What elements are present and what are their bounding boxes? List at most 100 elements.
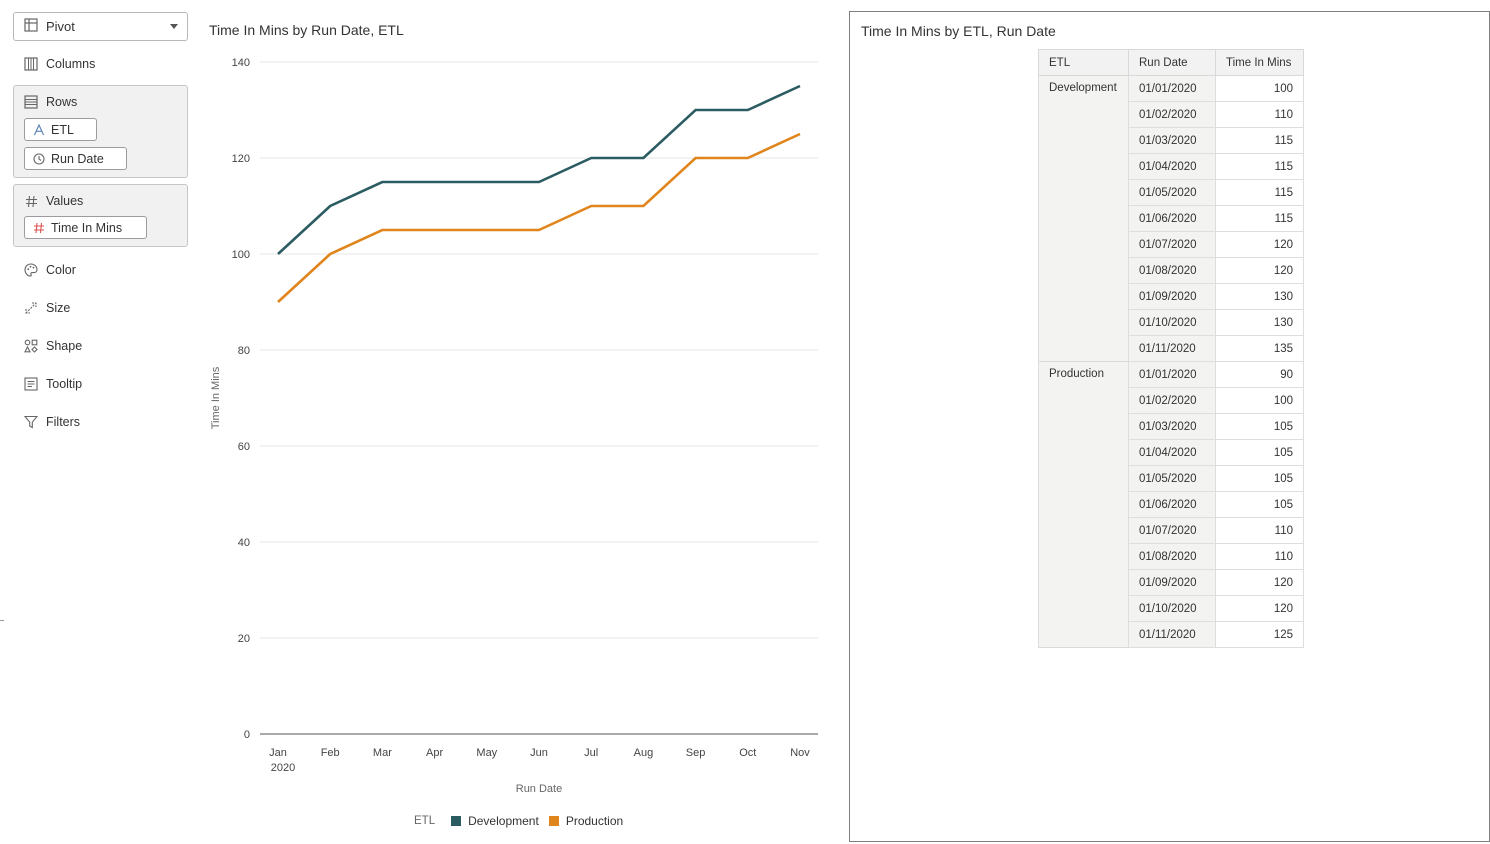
y-tick-label: 60 bbox=[238, 441, 250, 453]
header-etl[interactable]: ETL bbox=[1038, 49, 1129, 76]
data-point-production[interactable] bbox=[275, 299, 281, 305]
time-in-mins-cell[interactable]: 135 bbox=[1215, 335, 1304, 362]
run-date-cell[interactable]: 01/03/2020 bbox=[1128, 127, 1216, 154]
time-in-mins-cell[interactable]: 110 bbox=[1215, 517, 1304, 544]
time-in-mins-cell[interactable]: 110 bbox=[1215, 101, 1304, 128]
time-in-mins-cell[interactable]: 120 bbox=[1215, 231, 1304, 258]
time-in-mins-cell[interactable]: 130 bbox=[1215, 283, 1304, 310]
time-in-mins-cell[interactable]: 115 bbox=[1215, 127, 1304, 154]
header-time-in-mins[interactable]: Time In Mins bbox=[1215, 49, 1304, 76]
data-point-production[interactable] bbox=[745, 155, 751, 161]
line-chart[interactable]: 0 20 40 60 80 100 120 140 Jan Feb Mar Apr May Jun Jul… bbox=[196, 40, 836, 810]
rows-pill-run-date[interactable]: Run Date bbox=[24, 147, 127, 170]
data-point-development[interactable] bbox=[745, 107, 751, 113]
run-date-cell[interactable]: 01/07/2020 bbox=[1128, 231, 1216, 258]
time-in-mins-cell[interactable]: 120 bbox=[1215, 595, 1304, 622]
data-point-development[interactable] bbox=[797, 83, 803, 89]
rows-pill-etl[interactable]: ETL bbox=[24, 118, 97, 141]
table-row: 01/03/2020 115 bbox=[1039, 127, 1304, 154]
data-point-development[interactable] bbox=[484, 179, 490, 185]
data-point-production[interactable] bbox=[797, 131, 803, 137]
time-in-mins-cell[interactable]: 130 bbox=[1215, 309, 1304, 336]
data-point-production[interactable] bbox=[484, 227, 490, 233]
run-date-cell[interactable]: 01/02/2020 bbox=[1128, 101, 1216, 128]
data-point-production[interactable] bbox=[588, 203, 594, 209]
panel-edge-marker bbox=[0, 620, 4, 621]
run-date-cell[interactable]: 01/05/2020 bbox=[1128, 465, 1216, 492]
run-date-cell[interactable]: 01/04/2020 bbox=[1128, 439, 1216, 466]
time-in-mins-cell[interactable]: 120 bbox=[1215, 569, 1304, 596]
time-in-mins-cell[interactable]: 115 bbox=[1215, 153, 1304, 180]
header-run-date[interactable]: Run Date bbox=[1128, 49, 1216, 76]
run-date-cell[interactable]: 01/09/2020 bbox=[1128, 283, 1216, 310]
etl-cell[interactable]: Development bbox=[1038, 75, 1129, 362]
time-in-mins-cell[interactable]: 110 bbox=[1215, 543, 1304, 570]
data-point-production[interactable] bbox=[379, 227, 385, 233]
run-date-cell[interactable]: 01/06/2020 bbox=[1128, 205, 1216, 232]
etl-cell[interactable]: Production bbox=[1038, 361, 1129, 648]
y-tick-label: 80 bbox=[238, 345, 250, 357]
data-point-development[interactable] bbox=[588, 155, 594, 161]
run-date-cell[interactable]: 01/07/2020 bbox=[1128, 517, 1216, 544]
data-point-production[interactable] bbox=[432, 227, 438, 233]
run-date-cell[interactable]: 01/04/2020 bbox=[1128, 153, 1216, 180]
size-section[interactable]: Size bbox=[24, 298, 70, 318]
filters-label: Filters bbox=[46, 415, 81, 429]
table-title: Time In Mins by ETL, Run Date bbox=[861, 23, 1056, 39]
data-point-development[interactable] bbox=[275, 251, 281, 257]
data-point-development[interactable] bbox=[640, 155, 646, 161]
time-in-mins-cell[interactable]: 105 bbox=[1215, 439, 1304, 466]
run-date-cell[interactable]: 01/01/2020 bbox=[1128, 75, 1216, 102]
data-point-production[interactable] bbox=[536, 227, 542, 233]
data-point-production[interactable] bbox=[640, 203, 646, 209]
time-in-mins-cell[interactable]: 100 bbox=[1215, 387, 1304, 414]
time-in-mins-cell[interactable]: 115 bbox=[1215, 179, 1304, 206]
data-point-production[interactable] bbox=[327, 251, 333, 257]
legend-entry-development[interactable]: Development bbox=[451, 814, 539, 828]
viz-type-dropdown[interactable]: Pivot bbox=[13, 12, 188, 41]
time-in-mins-cell[interactable]: 90 bbox=[1215, 361, 1304, 388]
time-in-mins-cell[interactable]: 115 bbox=[1215, 205, 1304, 232]
table-row: 01/11/2020 125 bbox=[1039, 621, 1304, 648]
pivot-table-panel[interactable]: Time In Mins by ETL, Run Date ETL Run Da… bbox=[849, 11, 1490, 842]
time-in-mins-cell[interactable]: 100 bbox=[1215, 75, 1304, 102]
values-drop-target[interactable]: Values Time In Mins bbox=[13, 184, 188, 247]
filters-section[interactable]: Filters bbox=[24, 412, 80, 432]
run-date-cell[interactable]: 01/10/2020 bbox=[1128, 595, 1216, 622]
time-in-mins-cell[interactable]: 120 bbox=[1215, 257, 1304, 284]
data-point-development[interactable] bbox=[693, 107, 699, 113]
run-date-cell[interactable]: 01/05/2020 bbox=[1128, 179, 1216, 206]
rows-drop-target[interactable]: Rows ETL Run Date bbox=[13, 85, 188, 178]
data-point-development[interactable] bbox=[327, 203, 333, 209]
data-point-development[interactable] bbox=[379, 179, 385, 185]
columns-section[interactable]: Columns bbox=[24, 54, 95, 74]
run-date-cell[interactable]: 01/03/2020 bbox=[1128, 413, 1216, 440]
legend-title: ETL bbox=[414, 815, 436, 827]
legend-entry-production[interactable]: Production bbox=[548, 814, 623, 828]
run-date-cell[interactable]: 01/06/2020 bbox=[1128, 491, 1216, 518]
data-point-development[interactable] bbox=[536, 179, 542, 185]
chevron-down-icon[interactable] bbox=[170, 24, 178, 29]
time-in-mins-cell[interactable]: 105 bbox=[1215, 465, 1304, 492]
series-line-production[interactable] bbox=[277, 132, 801, 303]
run-date-cell[interactable]: 01/11/2020 bbox=[1128, 621, 1216, 648]
color-section[interactable]: Color bbox=[24, 260, 76, 280]
rows-label: Rows bbox=[46, 95, 78, 109]
shape-section[interactable]: Shape bbox=[24, 336, 82, 356]
run-date-cell[interactable]: 01/11/2020 bbox=[1128, 335, 1216, 362]
run-date-cell[interactable]: 01/09/2020 bbox=[1128, 569, 1216, 596]
run-date-cell[interactable]: 01/02/2020 bbox=[1128, 387, 1216, 414]
run-date-cell[interactable]: 01/08/2020 bbox=[1128, 257, 1216, 284]
tooltip-section[interactable]: Tooltip bbox=[24, 374, 82, 394]
time-in-mins-cell[interactable]: 105 bbox=[1215, 491, 1304, 518]
data-point-development[interactable] bbox=[432, 179, 438, 185]
series-line-development[interactable] bbox=[277, 84, 801, 255]
values-pill-time-in-mins[interactable]: Time In Mins bbox=[24, 216, 147, 239]
data-point-production[interactable] bbox=[693, 155, 699, 161]
time-in-mins-cell[interactable]: 105 bbox=[1215, 413, 1304, 440]
run-date-cell[interactable]: 01/01/2020 bbox=[1128, 361, 1216, 388]
run-date-cell[interactable]: 01/08/2020 bbox=[1128, 543, 1216, 570]
grammar-panel: Pivot Columns Rows ETL Run Date bbox=[0, 0, 196, 844]
time-in-mins-cell[interactable]: 125 bbox=[1215, 621, 1304, 648]
run-date-cell[interactable]: 01/10/2020 bbox=[1128, 309, 1216, 336]
